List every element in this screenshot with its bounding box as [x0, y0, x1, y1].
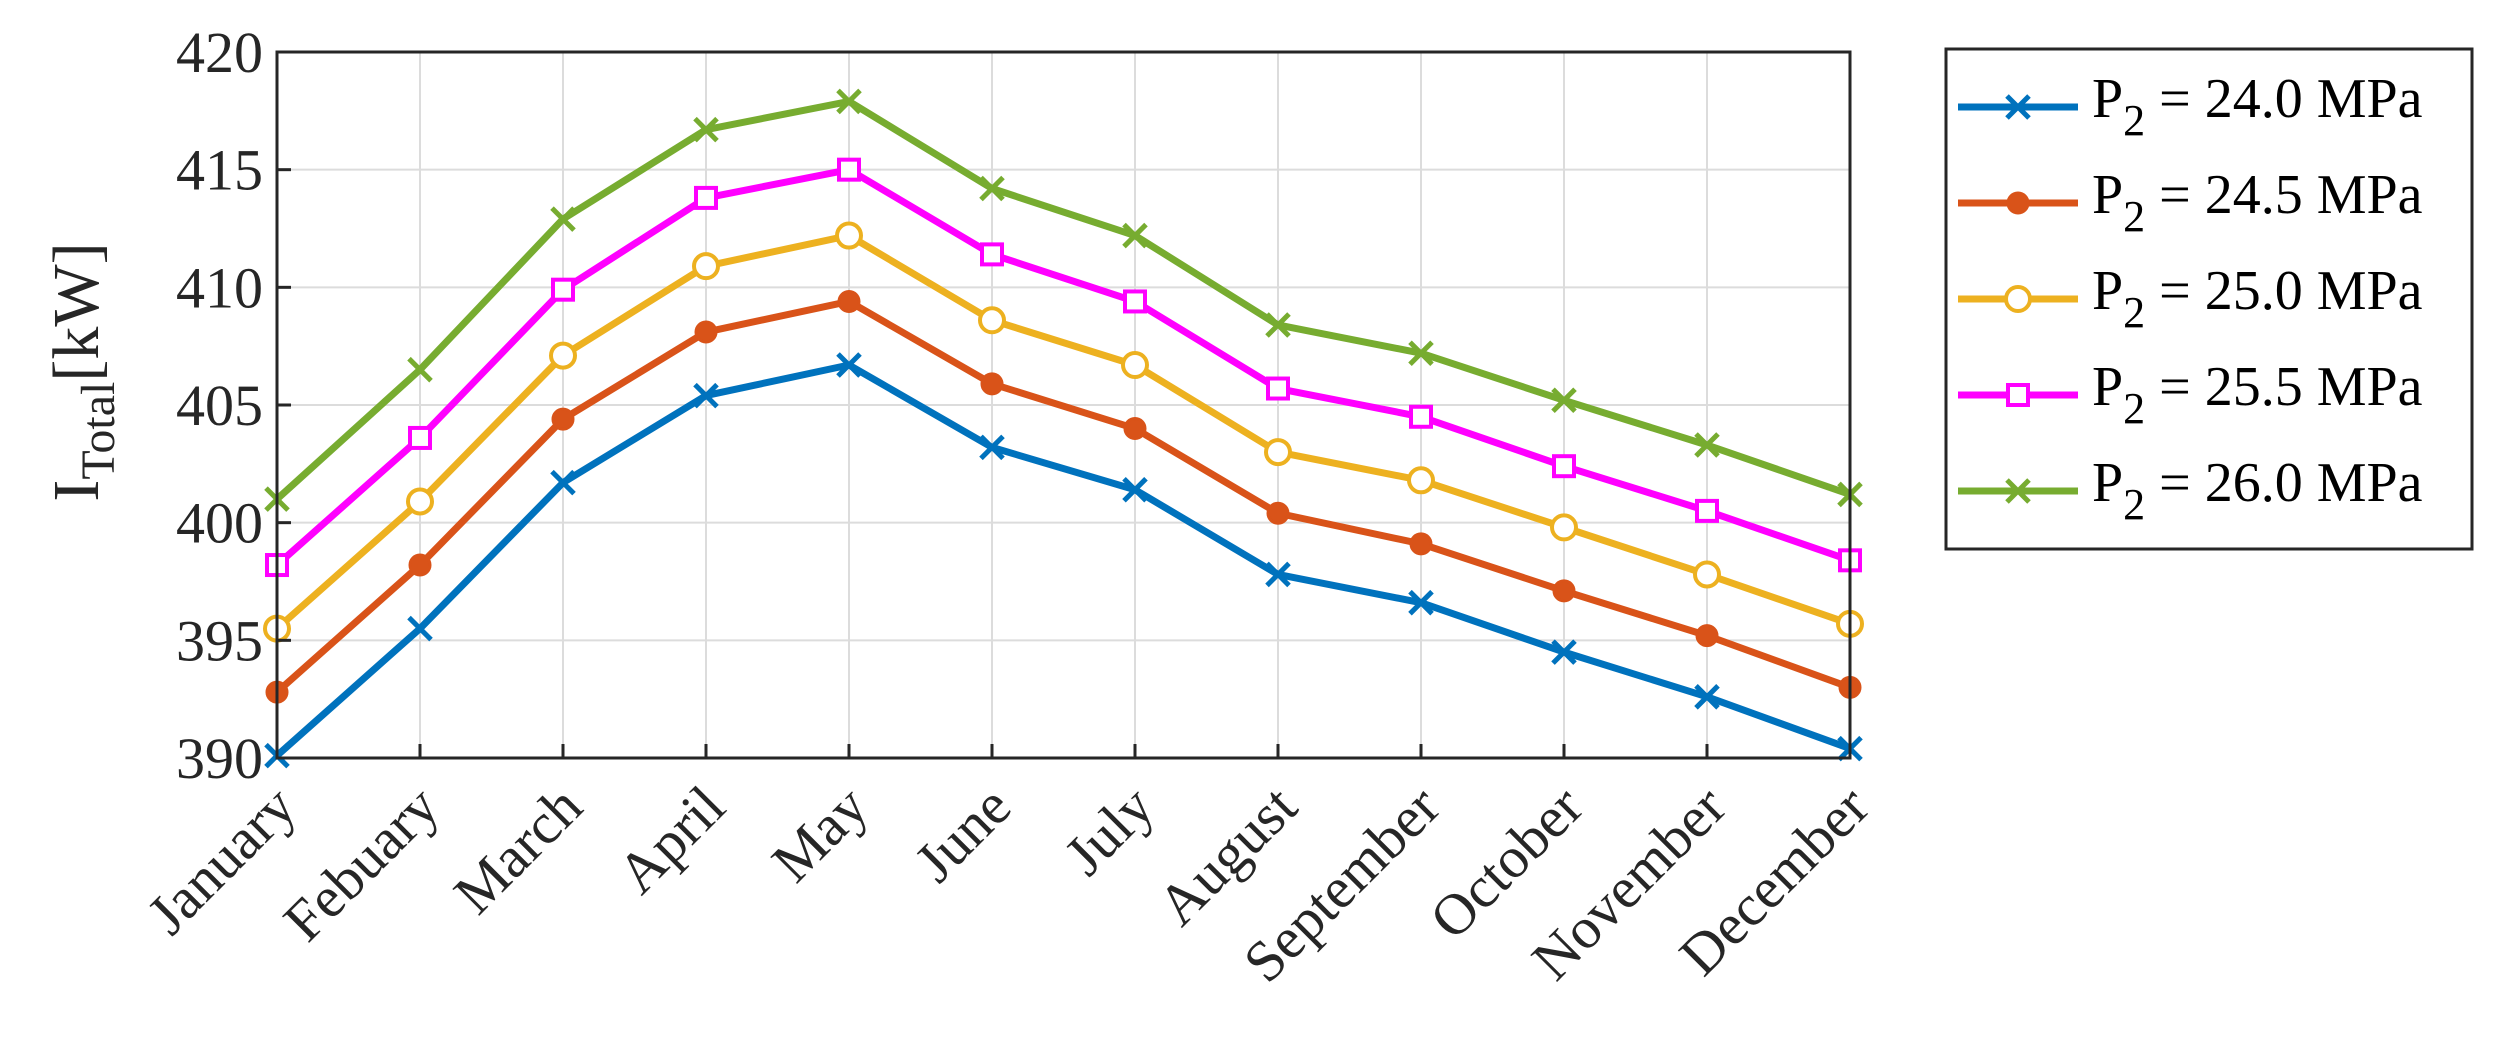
data-point	[1552, 579, 1576, 603]
data-point	[1551, 639, 1577, 665]
data-point	[980, 372, 1004, 396]
data-point	[1694, 684, 1720, 710]
data-point	[551, 407, 575, 431]
legend: P2 = 24.0 MPa P2 = 24.5 MPa P2 = 25.0 MPa P…	[1944, 47, 2474, 551]
data-point	[1407, 466, 1435, 495]
legend-label: P2 = 25.0 MPa	[2092, 260, 2423, 337]
data-point	[837, 157, 861, 182]
data-point	[550, 206, 576, 232]
legend-swatch-marker	[2006, 383, 2030, 407]
data-point	[1123, 417, 1147, 441]
series-4	[265, 157, 1862, 578]
series-line	[274, 97, 1852, 502]
data-point	[551, 277, 575, 302]
legend-item: P2 = 25.5 MPa	[1958, 356, 2423, 433]
data-point	[1694, 432, 1720, 458]
data-point	[407, 356, 433, 383]
data-point	[835, 221, 863, 250]
data-point	[1121, 350, 1149, 379]
data-point	[1409, 532, 1433, 556]
legend-label: P2 = 24.5 MPa	[2092, 164, 2423, 241]
data-point	[1265, 312, 1291, 338]
data-point	[1122, 476, 1148, 503]
data-point	[692, 252, 720, 281]
data-point	[979, 434, 1005, 461]
data-point	[978, 306, 1006, 335]
x-tick-label: March	[441, 773, 594, 926]
legend-swatch-marker	[2005, 94, 2031, 120]
data-point	[1552, 454, 1576, 479]
series-line	[274, 297, 1852, 695]
data-point	[980, 242, 1004, 267]
y-tick-label: 415	[176, 138, 263, 203]
data-point	[836, 352, 862, 378]
series-2	[265, 289, 1862, 704]
legend-item: P2 = 25.0 MPa	[1958, 260, 2423, 337]
x-tick-label: April	[605, 773, 738, 906]
y-axis-label-sub: Total	[72, 382, 125, 480]
data-point	[694, 320, 718, 344]
data-point	[1409, 404, 1433, 429]
data-point	[1264, 438, 1292, 467]
data-point	[693, 382, 719, 409]
x-tick-label: Febuary	[271, 773, 451, 953]
legend-item: P2 = 24.0 MPa	[1958, 68, 2423, 145]
y-axis-label-main: I	[40, 480, 113, 502]
legend-item: P2 = 26.0 MPa	[1958, 452, 2423, 529]
data-point	[1266, 376, 1290, 401]
data-point	[979, 175, 1005, 202]
x-tick-label: July	[1052, 773, 1166, 887]
legend-swatch-marker	[2005, 478, 2031, 504]
data-point	[407, 615, 433, 642]
data-point	[549, 341, 577, 370]
series-5	[264, 88, 1863, 512]
data-point	[406, 487, 434, 516]
legend-label: P2 = 25.5 MPa	[2092, 356, 2423, 433]
y-tick-label: 405	[176, 373, 263, 438]
y-tick-label: 395	[176, 608, 263, 673]
y-axis-label: ITotal[kW]	[40, 242, 125, 501]
x-tick-label: January	[135, 773, 309, 947]
data-point	[693, 116, 719, 143]
data-point	[1695, 498, 1719, 523]
data-point	[1693, 560, 1721, 589]
legend-swatch-marker	[2004, 285, 2032, 313]
data-point	[408, 553, 432, 577]
series-line	[274, 232, 1852, 632]
x-tick-label: May	[759, 773, 880, 894]
y-tick-label: 400	[176, 491, 263, 556]
series-line	[274, 166, 1852, 568]
y-tick-label: 420	[176, 20, 263, 85]
data-point	[694, 185, 718, 210]
legend-label: P2 = 26.0 MPa	[2092, 452, 2423, 529]
data-point	[408, 425, 432, 450]
data-point	[1265, 561, 1291, 588]
data-point	[1123, 289, 1147, 314]
series-lines	[263, 88, 1864, 769]
y-tick-label: 390	[176, 726, 263, 791]
legend-item: P2 = 24.5 MPa	[1958, 164, 2423, 241]
x-tick-label: June	[902, 773, 1023, 894]
data-point	[1695, 624, 1719, 648]
data-point	[1122, 222, 1148, 249]
data-point	[1408, 340, 1434, 366]
data-point	[836, 88, 862, 115]
data-point	[837, 289, 861, 313]
y-axis-label-unit: [kW]	[40, 242, 113, 381]
data-point	[1266, 501, 1290, 525]
data-point	[1551, 387, 1577, 414]
series-3	[263, 221, 1864, 643]
series-1	[264, 352, 1863, 769]
data-point	[1408, 589, 1434, 616]
legend-label: P2 = 24.0 MPa	[2092, 68, 2423, 145]
legend-swatch-marker	[2006, 191, 2030, 215]
data-point	[1550, 513, 1578, 542]
y-tick-label: 410	[176, 255, 263, 320]
data-point	[550, 469, 576, 496]
series-line	[274, 361, 1852, 759]
